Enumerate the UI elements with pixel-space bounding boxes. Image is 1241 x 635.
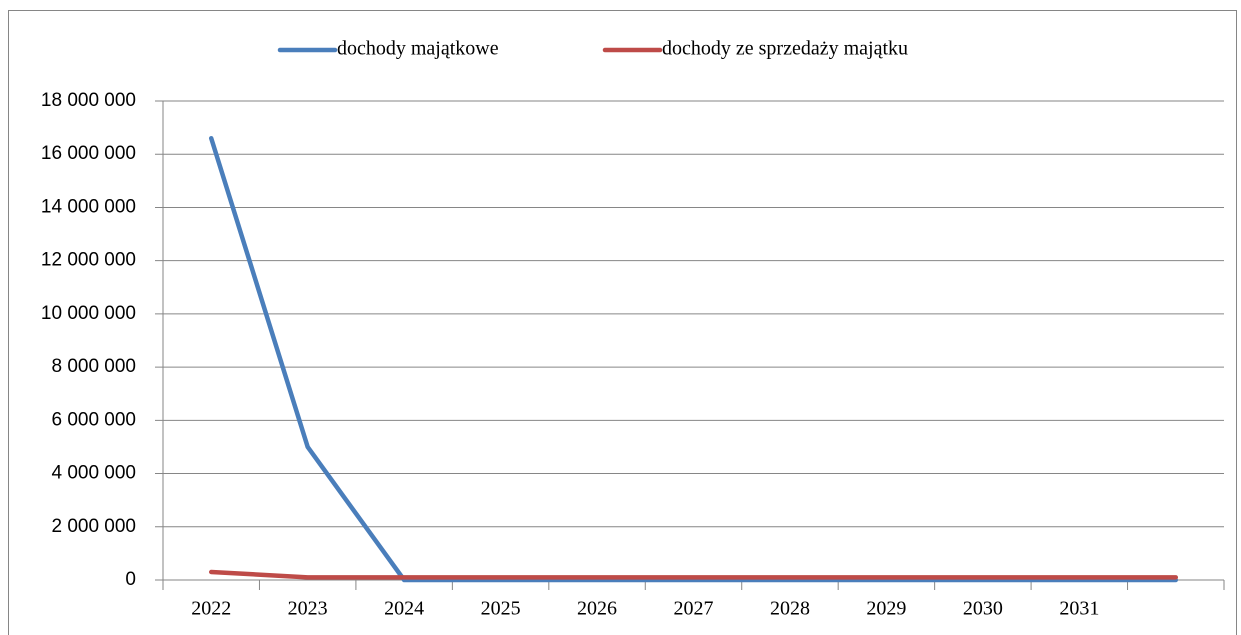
- y-tick-label: 10 000 000: [41, 303, 136, 324]
- series-line: [208, 136, 1179, 583]
- y-tick-label: 16 000 000: [41, 143, 136, 164]
- series-line: [208, 569, 1179, 580]
- x-tick-label: 2030: [963, 598, 1003, 620]
- y-tick-label: 8 000 000: [51, 356, 136, 377]
- y-tick-label: 0: [125, 569, 136, 590]
- x-tick-label: 2031: [1059, 598, 1099, 620]
- legend-label: dochody majątkowe: [337, 38, 499, 60]
- chart-frame: [8, 10, 1237, 635]
- y-tick-label: 18 000 000: [41, 90, 136, 111]
- x-tick-label: 2025: [481, 598, 521, 620]
- x-tick-label: 2022: [191, 598, 231, 620]
- legend-label: dochody ze sprzedaży majątku: [662, 38, 908, 60]
- x-tick-label: 2028: [770, 598, 810, 620]
- y-tick-label: 6 000 000: [51, 409, 136, 430]
- y-tick-label: 12 000 000: [41, 250, 136, 271]
- y-tick-label: 2 000 000: [51, 516, 136, 537]
- x-tick-label: 2026: [577, 598, 617, 620]
- x-tick-label: 2024: [384, 598, 424, 620]
- y-tick-label: 14 000 000: [41, 196, 136, 217]
- x-tick-label: 2027: [674, 598, 714, 620]
- x-tick-label: 2023: [288, 598, 328, 620]
- y-tick-label: 4 000 000: [51, 463, 136, 484]
- x-tick-label: 2029: [866, 598, 906, 620]
